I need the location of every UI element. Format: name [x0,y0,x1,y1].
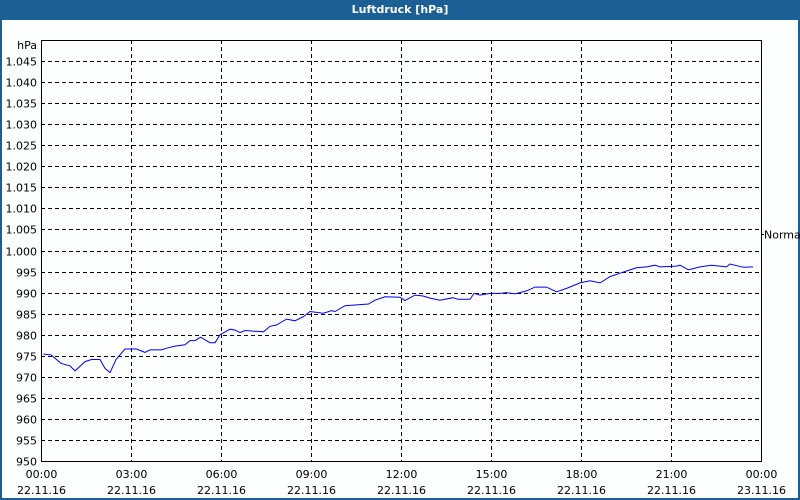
x-tick-time: 03:00 [116,468,148,481]
x-tick-date: 22.11.16 [647,484,696,497]
y-tick-label: 1.020 [6,161,38,174]
y-tick-label: 1.015 [6,182,38,195]
y-tick-label: 990 [16,288,37,301]
x-tick-date: 22.11.16 [197,484,246,497]
x-tick-date: 22.11.16 [107,484,156,497]
x-tick-time: 15:00 [476,468,508,481]
y-tick-label: 985 [16,309,37,322]
x-tick-date: 22.11.16 [287,484,336,497]
y-tick-label: 955 [16,435,37,448]
chart-title: Luftdruck [hPa] [0,0,800,20]
x-tick-date: 22.11.16 [377,484,426,497]
y-tick-label: 1.010 [6,203,38,216]
x-tick-date: 22.11.16 [467,484,516,497]
y-tick-label: 995 [16,267,37,280]
x-tick-time: 21:00 [656,468,688,481]
x-tick-date: 23.11.16 [737,484,786,497]
y-tick-label: 1.035 [6,98,38,111]
y-tick-label: 1.040 [6,77,38,90]
x-tick-time: 09:00 [296,468,328,481]
x-tick-date: 22.11.16 [557,484,606,497]
x-tick-time: 00:00 [26,468,58,481]
y-tick-label: 965 [16,393,37,406]
x-tick-date: 22.11.16 [17,484,66,497]
x-tick-time: 06:00 [206,468,238,481]
y-tick-label: 1.045 [6,56,38,69]
pressure-line [43,263,754,374]
y-tick-label: 960 [16,414,37,427]
x-tick-time: 12:00 [386,468,418,481]
normal-label: Normal [764,229,800,242]
y-tick-label: 1.005 [6,224,38,237]
y-tick-label: 950 [16,456,37,469]
y-tick-label: 1.025 [6,140,38,153]
x-tick-time: 00:00 [746,468,778,481]
y-tick-label: 1.000 [6,246,38,259]
y-tick-label: 975 [16,351,37,364]
y-axis-unit: hPa [17,39,37,52]
x-tick-time: 18:00 [566,468,598,481]
y-tick-label: 970 [16,372,37,385]
y-tick-label: 980 [16,330,37,343]
y-tick-label: 1.030 [6,119,38,132]
